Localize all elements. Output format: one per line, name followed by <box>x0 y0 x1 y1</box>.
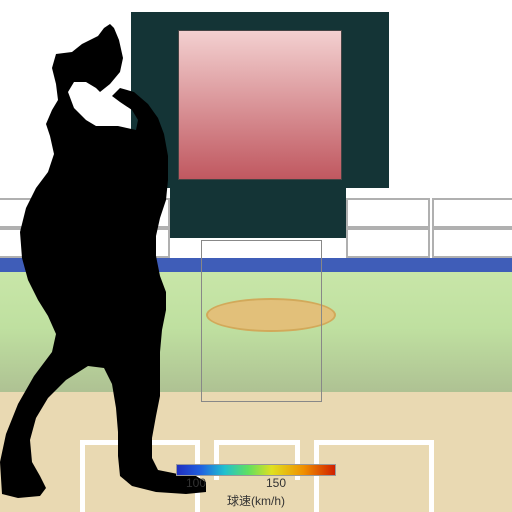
stand-block <box>346 198 430 228</box>
legend-caption: 球速(km/h) <box>176 492 336 509</box>
stand-block <box>346 228 430 258</box>
stand-block <box>432 228 512 258</box>
legend-ticks: 100 150 <box>176 476 336 490</box>
legend-color-bar <box>176 464 336 476</box>
stand-block <box>432 198 512 228</box>
legend-tick: 150 <box>256 476 296 490</box>
batter-silhouette <box>0 22 220 512</box>
speed-legend: 100 150 球速(km/h) <box>176 464 336 509</box>
legend-tick: 100 <box>176 476 216 490</box>
